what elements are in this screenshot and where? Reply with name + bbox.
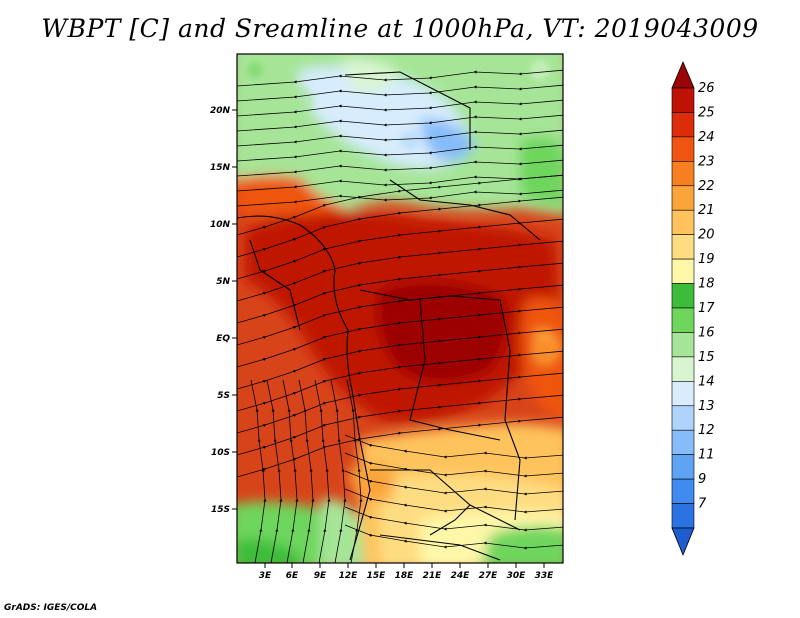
streamline — [250, 379, 267, 563]
colorbar-swatch — [671, 307, 695, 333]
colorbar-swatch — [671, 332, 695, 358]
streamline — [344, 434, 563, 460]
lat-label: EQ — [216, 334, 230, 344]
lon-label: 9E — [314, 571, 327, 581]
colorbar-label: 12 — [698, 423, 715, 438]
colorbar-swatch — [671, 185, 695, 211]
streamline — [266, 379, 283, 563]
lat-label: 5S — [217, 391, 230, 401]
colorbar-label: 14 — [698, 374, 715, 389]
colorbar-swatch — [671, 283, 695, 309]
colorbar-label: 9 — [698, 472, 706, 487]
colorbar-label: 19 — [698, 252, 715, 267]
colorbar-label: 22 — [698, 179, 715, 194]
streamline — [344, 488, 563, 514]
colorbar-swatch — [671, 161, 695, 187]
map-frame — [236, 53, 564, 564]
temperature-field — [237, 54, 563, 563]
colorbar-label: 18 — [698, 277, 715, 292]
lon-label: 27E — [479, 571, 499, 581]
streamline — [237, 114, 563, 132]
colorbar: 26 25 24 23 22 21 20 19 18 17 16 15 14 13 12 11 9 7 — [671, 60, 715, 557]
lat-label: 15S — [211, 505, 230, 515]
colorbar-bottom-triangle — [671, 527, 695, 557]
colorbar-swatch — [671, 356, 695, 382]
colorbar-swatch — [671, 112, 695, 138]
colorbar-label: 11 — [698, 448, 715, 463]
colorbar-swatch — [671, 234, 695, 260]
streamlines — [237, 69, 563, 563]
streamline — [344, 524, 563, 550]
streamline — [282, 379, 299, 563]
colorbar-swatch — [671, 87, 695, 113]
colorbar-swatch — [671, 454, 695, 480]
colorbar-label: 7 — [698, 497, 707, 512]
colorbar-label: 13 — [698, 399, 715, 414]
colorbar-swatch — [671, 503, 695, 529]
lon-label: 33E — [535, 571, 555, 581]
colorbar-label: 24 — [698, 130, 715, 145]
colorbar-swatch — [671, 136, 695, 162]
colorbar-swatch — [671, 258, 695, 284]
streamline — [237, 69, 563, 87]
colorbar-label: 23 — [698, 154, 715, 169]
lat-label: 20N — [210, 106, 231, 116]
latitude-axis: 20N 15N 10N 5N EQ 5S 10S 15S — [210, 106, 237, 515]
colorbar-label: 21 — [698, 203, 715, 218]
streamline — [237, 129, 563, 147]
colorbar-label: 26 — [698, 81, 715, 96]
colorbar-label: 15 — [698, 350, 715, 365]
lat-label: 10S — [211, 448, 230, 458]
grads-credit: GrADS: IGES/COLA — [4, 603, 98, 613]
streamline — [237, 84, 563, 102]
colorbar-label: 17 — [698, 301, 715, 316]
lon-label: 24E — [451, 571, 471, 581]
colorbar-swatch — [671, 405, 695, 431]
streamline — [344, 470, 563, 496]
streamline — [314, 379, 331, 563]
country-borders — [237, 71, 541, 561]
streamline — [330, 379, 347, 563]
streamline — [344, 452, 563, 478]
streamline — [237, 144, 563, 162]
lat-label: 10N — [210, 220, 231, 230]
streamline — [237, 159, 563, 177]
colorbar-swatch — [671, 429, 695, 455]
lon-label: 15E — [367, 571, 387, 581]
colorbar-swatch — [671, 381, 695, 407]
colorbar-swatch — [671, 209, 695, 235]
colorbar-top-triangle — [671, 60, 695, 89]
lon-label: 3E — [259, 571, 272, 581]
colorbar-swatch — [671, 478, 695, 504]
lon-label: 12E — [339, 571, 359, 581]
colorbar-label: 25 — [698, 105, 715, 120]
lon-label: 6E — [286, 571, 299, 581]
lon-label: 30E — [507, 571, 527, 581]
streamline — [298, 379, 315, 563]
map-title: WBPT [C] and Sreamline at 1000hPa, VT: 2… — [41, 14, 759, 43]
lat-label: 5N — [216, 277, 230, 287]
colorbar-label: 16 — [698, 325, 715, 340]
lat-label: 15N — [210, 163, 231, 173]
longitude-axis: 3E 6E 9E 12E 15E 18E 21E 24E 27E 30E 33E — [259, 563, 554, 581]
lon-label: 18E — [395, 571, 415, 581]
lon-label: 21E — [423, 571, 443, 581]
colorbar-label: 20 — [698, 228, 715, 243]
streamline — [344, 506, 563, 532]
streamline — [237, 99, 563, 117]
map-figure: 20N 15N 10N 5N EQ 5S 10S 15S 3E 6E 9E 12E 15E 18E 21E… — [210, 53, 715, 581]
